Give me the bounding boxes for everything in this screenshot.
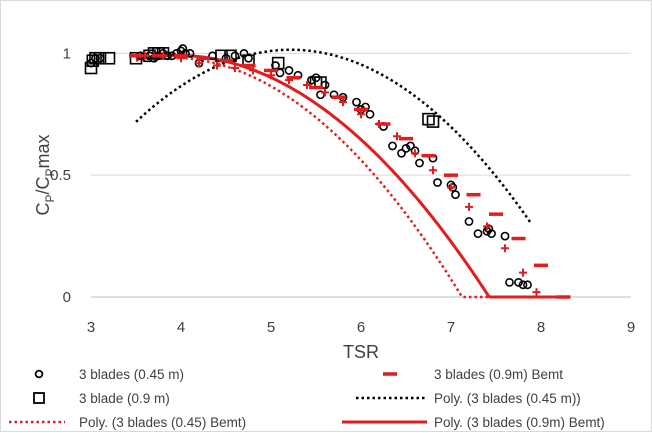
data-point-plus — [429, 166, 437, 175]
legend-label: Poly. (3 blades (0.45) Bemt) — [79, 415, 246, 430]
y-tick-label: 0 — [63, 289, 71, 306]
data-point-plus — [267, 71, 275, 80]
data-point-plus — [303, 81, 311, 90]
data-point-circle — [406, 141, 415, 151]
x-tick-label: 4 — [177, 319, 185, 336]
y-axis-title: CP/CPmax — [33, 134, 57, 215]
data-point-plus — [249, 66, 257, 75]
x-tick-label: 6 — [357, 319, 365, 336]
data-point-circle — [185, 48, 195, 58]
data-point-circle — [473, 229, 483, 239]
legend-square-marker-icon — [33, 392, 45, 404]
x-tick-label: 5 — [267, 319, 275, 336]
data-point-plus — [483, 222, 491, 231]
data-point-circle — [514, 277, 523, 287]
data-point-plus — [357, 110, 365, 119]
data-point-circle — [487, 229, 496, 239]
legend-circle-marker-icon — [34, 369, 44, 379]
x-tick-label: 7 — [447, 319, 455, 336]
data-point-plus — [465, 202, 473, 211]
data-point-square — [271, 56, 285, 70]
tick-labels: 3 4 5 6 7 8 9 0 0.5 1 — [50, 45, 635, 336]
data-point-square — [86, 54, 100, 67]
x-axis-title: TSR — [343, 342, 379, 362]
data-point-square — [422, 112, 435, 126]
data-point-square — [426, 115, 440, 128]
grid-lines — [91, 52, 631, 176]
data-point-square — [84, 61, 98, 75]
data-point-circle — [230, 51, 240, 61]
data-point-square — [129, 51, 143, 65]
data-point-plus — [213, 61, 221, 70]
legend-label: Poly. (3 blades (0.9m) Bemt) — [434, 415, 605, 430]
trendline — [135, 56, 540, 299]
data-point-plus — [519, 268, 527, 277]
data-point-circle — [401, 143, 411, 153]
data-point-plus — [231, 63, 239, 72]
x-tick-label: 8 — [537, 319, 545, 336]
legend-item-red-dotted: Poly. (3 blades (0.45) Bemt) — [9, 415, 246, 430]
legend-label: 3 blades (0.45 m) — [79, 367, 184, 382]
data-point-circle — [365, 109, 375, 119]
data-point-circle — [388, 141, 397, 151]
legend-label: 3 blades (0.9m) Bemt — [434, 367, 563, 382]
x-tick-label: 3 — [87, 319, 95, 336]
trendline — [135, 53, 570, 299]
data-point-circle — [415, 158, 424, 168]
legend: 3 blades (0.45 m) 3 blade (0.9 m) Poly. … — [9, 367, 605, 430]
legend-item-red-solid: Poly. (3 blades (0.9m) Bemt) — [342, 415, 605, 430]
legend-label: 3 blade (0.9 m) — [79, 391, 170, 406]
x-tick-label: 9 — [627, 319, 635, 336]
trendline — [135, 48, 532, 223]
data-point-circle — [352, 97, 361, 107]
data-point-plus — [393, 132, 401, 141]
legend-item-black-dotted: Poly. (3 blades (0.45 m)) — [356, 391, 581, 406]
data-point-plus — [532, 288, 541, 297]
legend-item-red-dash: 3 blades (0.9m) Bemt — [383, 367, 563, 382]
data-point-circle — [505, 277, 514, 287]
legend-item-square: 3 blade (0.9 m) — [33, 391, 170, 406]
data-point-square — [93, 51, 107, 65]
legend-item-circle: 3 blades (0.45 m) — [34, 367, 184, 382]
data-point-circle — [523, 280, 532, 290]
data-point-plus — [339, 98, 347, 107]
data-point-circle — [464, 217, 474, 226]
data-point-plus — [321, 88, 329, 97]
data-point-circle — [284, 66, 294, 75]
data-point-square — [102, 51, 116, 65]
data-point-circle — [239, 48, 249, 58]
data-point-circle — [397, 148, 406, 158]
data-point-circle — [500, 231, 510, 241]
data-point-plus — [195, 59, 203, 68]
y-tick-label: 0.5 — [50, 167, 71, 184]
trendlines — [135, 48, 570, 299]
legend-label: Poly. (3 blades (0.45 m)) — [434, 391, 581, 406]
data-point-plus — [501, 244, 509, 253]
data-point-circle — [518, 280, 528, 290]
y-tick-label: 1 — [63, 45, 71, 62]
data-points — [84, 44, 571, 299]
data-point-circle — [451, 190, 460, 200]
data-point-plus — [411, 149, 419, 158]
data-point-plus — [447, 183, 455, 192]
data-point-circle — [433, 178, 442, 187]
